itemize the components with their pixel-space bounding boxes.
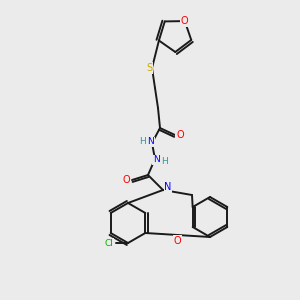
Text: O: O — [176, 130, 184, 140]
Text: Cl: Cl — [105, 238, 113, 247]
Text: O: O — [181, 16, 189, 26]
Text: O: O — [122, 175, 130, 185]
Text: H: H — [140, 137, 146, 146]
Text: H: H — [160, 157, 167, 166]
Text: N: N — [153, 155, 159, 164]
Text: N: N — [164, 182, 172, 192]
Text: S: S — [146, 63, 152, 73]
Text: O: O — [174, 236, 182, 246]
Text: N: N — [148, 137, 154, 146]
